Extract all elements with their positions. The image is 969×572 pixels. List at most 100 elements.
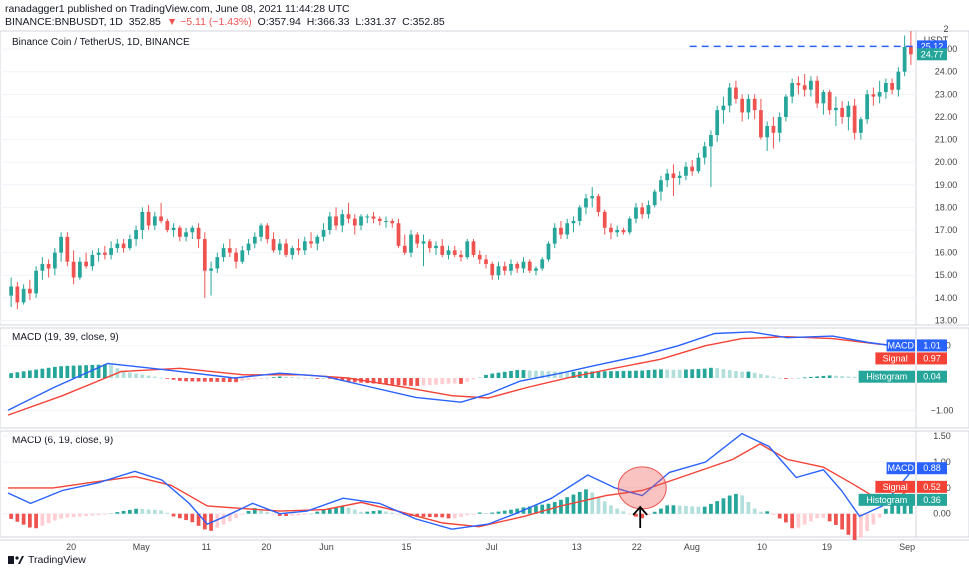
histogram-bar [877, 513, 882, 518]
histogram-bar [415, 378, 420, 386]
histogram-bar [121, 510, 126, 514]
candle [77, 257, 82, 280]
histogram-bar [527, 506, 532, 514]
histogram-bar [746, 371, 751, 378]
legend-histogram-badge [858, 370, 915, 383]
candle-body [284, 243, 288, 255]
footer: TradingView [8, 554, 86, 566]
histogram-bar [821, 375, 826, 378]
histogram-bar [140, 508, 145, 514]
candle-body [396, 223, 401, 246]
candle [840, 101, 845, 124]
histogram-bar [177, 513, 182, 519]
candle [646, 200, 651, 219]
candle [59, 232, 63, 262]
candle-body [146, 211, 151, 226]
histogram-bar [684, 369, 688, 378]
candle [446, 245, 451, 260]
histogram-bar [409, 378, 413, 386]
histogram-bar [359, 511, 363, 514]
candle-body [584, 198, 588, 208]
candle [796, 76, 801, 95]
candle [15, 282, 20, 310]
legend-macd-badge [886, 462, 915, 475]
candle-body [684, 166, 688, 176]
candle [565, 218, 570, 240]
price-pane-title: Binance Coin / TetherUS, 1D, BINANCE [12, 37, 190, 48]
last-price-badge [917, 48, 947, 61]
candle [502, 261, 507, 276]
histogram-bar [171, 513, 176, 517]
histogram-bar [884, 508, 888, 514]
candle-body [759, 110, 763, 138]
candle [384, 216, 388, 228]
histogram-bar [509, 509, 513, 514]
histogram-bar [484, 374, 488, 378]
macd-tick-label: −1.00 [931, 405, 954, 415]
candle-body [202, 239, 207, 271]
candle-body [827, 92, 832, 111]
candle-body [259, 225, 263, 237]
published-line: ranadagger1 published on TradingView.com… [5, 3, 350, 15]
candle-body [15, 286, 20, 303]
candle [477, 250, 482, 264]
candle-body [840, 107, 845, 117]
candle [459, 250, 463, 262]
histogram-bar [652, 511, 657, 514]
x-tick-label: Sep [899, 542, 915, 552]
histogram-bar [9, 373, 13, 378]
symbol: BINANCE:BNBUSDT, 1D [5, 16, 123, 28]
histogram-bar [296, 377, 301, 379]
histogram-bar [571, 371, 576, 378]
candle [402, 234, 407, 255]
histogram-bar [77, 365, 82, 378]
macd-line-2 [7, 432, 915, 530]
histogram-bar [21, 513, 26, 525]
histogram-bar [209, 378, 213, 382]
candle [452, 245, 457, 258]
candle [390, 218, 395, 228]
histogram-bar [421, 378, 426, 386]
histogram-bar [46, 367, 51, 378]
histogram-bar [77, 513, 82, 517]
histogram-bar [371, 378, 376, 384]
candle-body [790, 83, 795, 97]
candle-body [821, 92, 826, 104]
histogram-bar [446, 513, 451, 519]
histogram-bar [846, 513, 851, 535]
candle-body [546, 243, 551, 260]
candle-body [646, 205, 651, 215]
histogram-bar [546, 503, 551, 514]
candle-body [852, 105, 857, 133]
histogram-bar [146, 509, 151, 514]
histogram-bar [559, 499, 563, 514]
histogram-bar [15, 513, 20, 522]
histogram-bar [815, 376, 820, 378]
histogram-bar [777, 513, 782, 519]
candle [465, 239, 470, 260]
legend-signal-badge [875, 480, 915, 493]
candle [40, 257, 45, 280]
x-tick-label: 22 [632, 542, 642, 552]
candle-body [384, 220, 388, 222]
histogram-bar [765, 375, 770, 378]
candle-body [702, 146, 707, 158]
candle-body [590, 196, 595, 199]
candle [171, 223, 176, 237]
candle-body [877, 92, 882, 97]
legend-histogram-value-badge [917, 370, 947, 383]
candle [246, 239, 251, 255]
candle-body [752, 98, 757, 111]
candle [671, 164, 676, 197]
candle [315, 234, 320, 251]
candle-body [134, 230, 138, 240]
candle-body [771, 125, 776, 133]
candle [746, 94, 751, 120]
histogram-bar [246, 378, 251, 380]
high-value: H:366.33 [306, 16, 350, 28]
candle [90, 250, 95, 271]
x-tick-label: 10 [757, 542, 767, 552]
candle-body [534, 268, 538, 271]
histogram-bar [471, 513, 476, 515]
